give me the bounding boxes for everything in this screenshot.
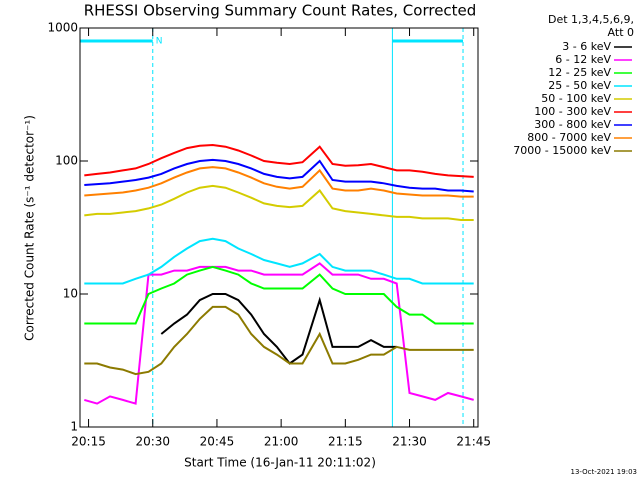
legend-label: 6 - 12 keV bbox=[555, 53, 611, 66]
legend-label: 100 - 300 keV bbox=[534, 105, 611, 118]
series-line bbox=[84, 305, 474, 376]
series-line bbox=[84, 184, 474, 221]
footer: 13-Oct-2021 19:03 bbox=[571, 468, 637, 476]
legend-label: 300 - 800 keV bbox=[534, 118, 611, 131]
series-line bbox=[160, 293, 397, 365]
x-tick-label: 21:30 bbox=[392, 435, 427, 449]
series-line bbox=[84, 166, 474, 198]
x-tick-label: 20:15 bbox=[71, 435, 106, 449]
y-tick-label: 100 bbox=[55, 154, 78, 168]
legend-label: 50 - 100 keV bbox=[541, 92, 611, 105]
y-axis-label: Corrected Count Rate (s⁻¹ detector⁻¹) bbox=[23, 115, 37, 341]
y-tick-label: 1 bbox=[70, 420, 78, 434]
x-tick-label: 20:30 bbox=[135, 435, 170, 449]
chart-title: RHESSI Observing Summary Count Rates, Co… bbox=[84, 2, 477, 20]
x-tick-label: 21:45 bbox=[456, 435, 491, 449]
series-line bbox=[84, 237, 474, 285]
x-tick-label: 20:45 bbox=[200, 435, 235, 449]
legend-label: 25 - 50 keV bbox=[548, 79, 611, 92]
y-tick-label: 1000 bbox=[47, 21, 78, 35]
series-line bbox=[84, 158, 474, 193]
legend-label: 3 - 6 keV bbox=[562, 40, 611, 53]
annotation: N bbox=[156, 37, 163, 47]
x-tick-label: 21:00 bbox=[264, 435, 299, 449]
series-line bbox=[84, 265, 474, 325]
series-line bbox=[84, 143, 474, 178]
y-tick-label: 10 bbox=[63, 287, 78, 301]
plot-frame bbox=[79, 27, 479, 428]
legend-label: 12 - 25 keV bbox=[548, 66, 611, 79]
legend-title: Att 0 bbox=[608, 26, 634, 39]
legend-title: Det 1,3,4,5,6,9, bbox=[548, 13, 634, 26]
x-axis-label: Start Time (16-Jan-11 20:11:02) bbox=[184, 456, 376, 470]
legend-label: 7000 - 15000 keV bbox=[513, 144, 611, 157]
x-tick-label: 21:15 bbox=[328, 435, 363, 449]
legend-label: 800 - 7000 keV bbox=[527, 131, 611, 144]
